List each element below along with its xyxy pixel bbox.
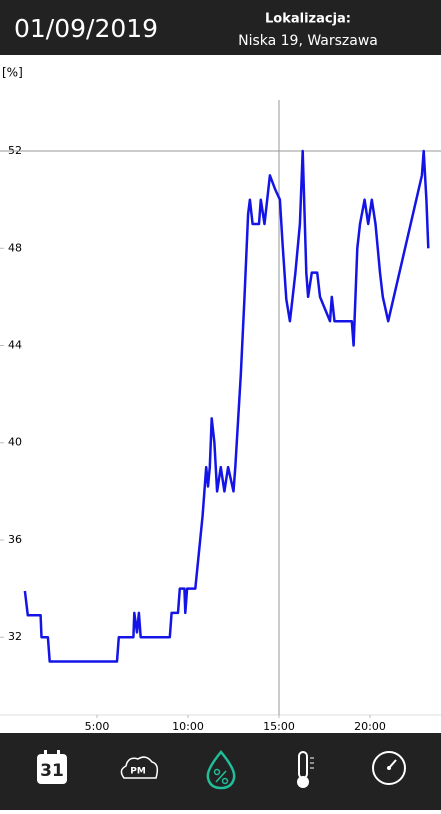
date: 01/09/2019 [14,14,158,43]
x-tick-label: 5:00 [85,720,110,733]
nav-pressure[interactable] [372,751,406,785]
x-tick-label: 20:00 [354,720,386,733]
y-tick-label: 40 [8,436,22,449]
y-tick-label: 32 [8,630,22,643]
nav-temperature[interactable] [297,751,314,788]
calendar-day: 31 [40,761,64,781]
nav-pm[interactable]: PM [120,756,159,779]
nav-bar [0,733,441,810]
pm-label: PM [130,767,146,777]
y-axis-label: [%] [2,66,23,80]
x-tick-label: 10:00 [172,720,204,733]
y-tick-label: 48 [8,241,22,254]
x-tick-label: 15:00 [263,720,295,733]
header-bar [0,0,441,55]
nav-humidity[interactable] [206,750,236,790]
location-label: Lokalizacja: [265,12,351,27]
y-tick-label: 44 [8,339,22,352]
y-tick-label: 36 [8,533,22,546]
humidity-line [23,149,430,663]
nav-calendar[interactable]: 31 [37,750,67,784]
location: Niska 19, Warszawa [238,33,378,49]
